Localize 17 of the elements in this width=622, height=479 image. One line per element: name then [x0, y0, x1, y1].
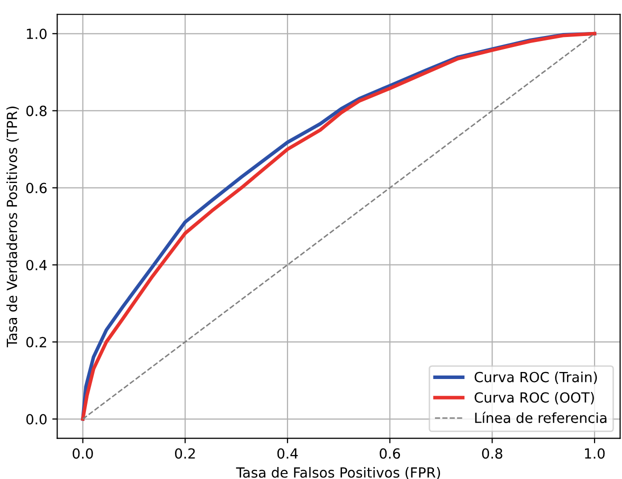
legend-label: Curva ROC (OOT) [474, 392, 594, 404]
y-tick-label: 0.8 [26, 106, 47, 116]
x-tick-label: 0.8 [482, 448, 502, 459]
y-tick-label: 0.2 [26, 336, 46, 348]
x-tick-label: 1.0 [585, 448, 605, 459]
legend-label: Curva ROC (Train) [474, 372, 597, 384]
y-tick-label: 0.6 [26, 182, 47, 194]
x-tick-label: 0.4 [277, 448, 298, 459]
y-tick-label: 1.0 [26, 28, 47, 40]
y-tick-label: 0.4 [26, 260, 47, 270]
x-axis-title: Tasa de Falsos Positivos (FPR) [236, 467, 440, 479]
legend-label: Línea de referencia [475, 412, 606, 424]
x-tick-label: 0.6 [380, 448, 400, 459]
x-tick-label: 0.0 [72, 448, 93, 459]
x-tick-label: 0.2 [175, 448, 195, 459]
y-tick-label: 0.0 [26, 414, 47, 424]
y-axis-title: Tasa de Verdaderos Positivos (TPR) [6, 106, 19, 348]
